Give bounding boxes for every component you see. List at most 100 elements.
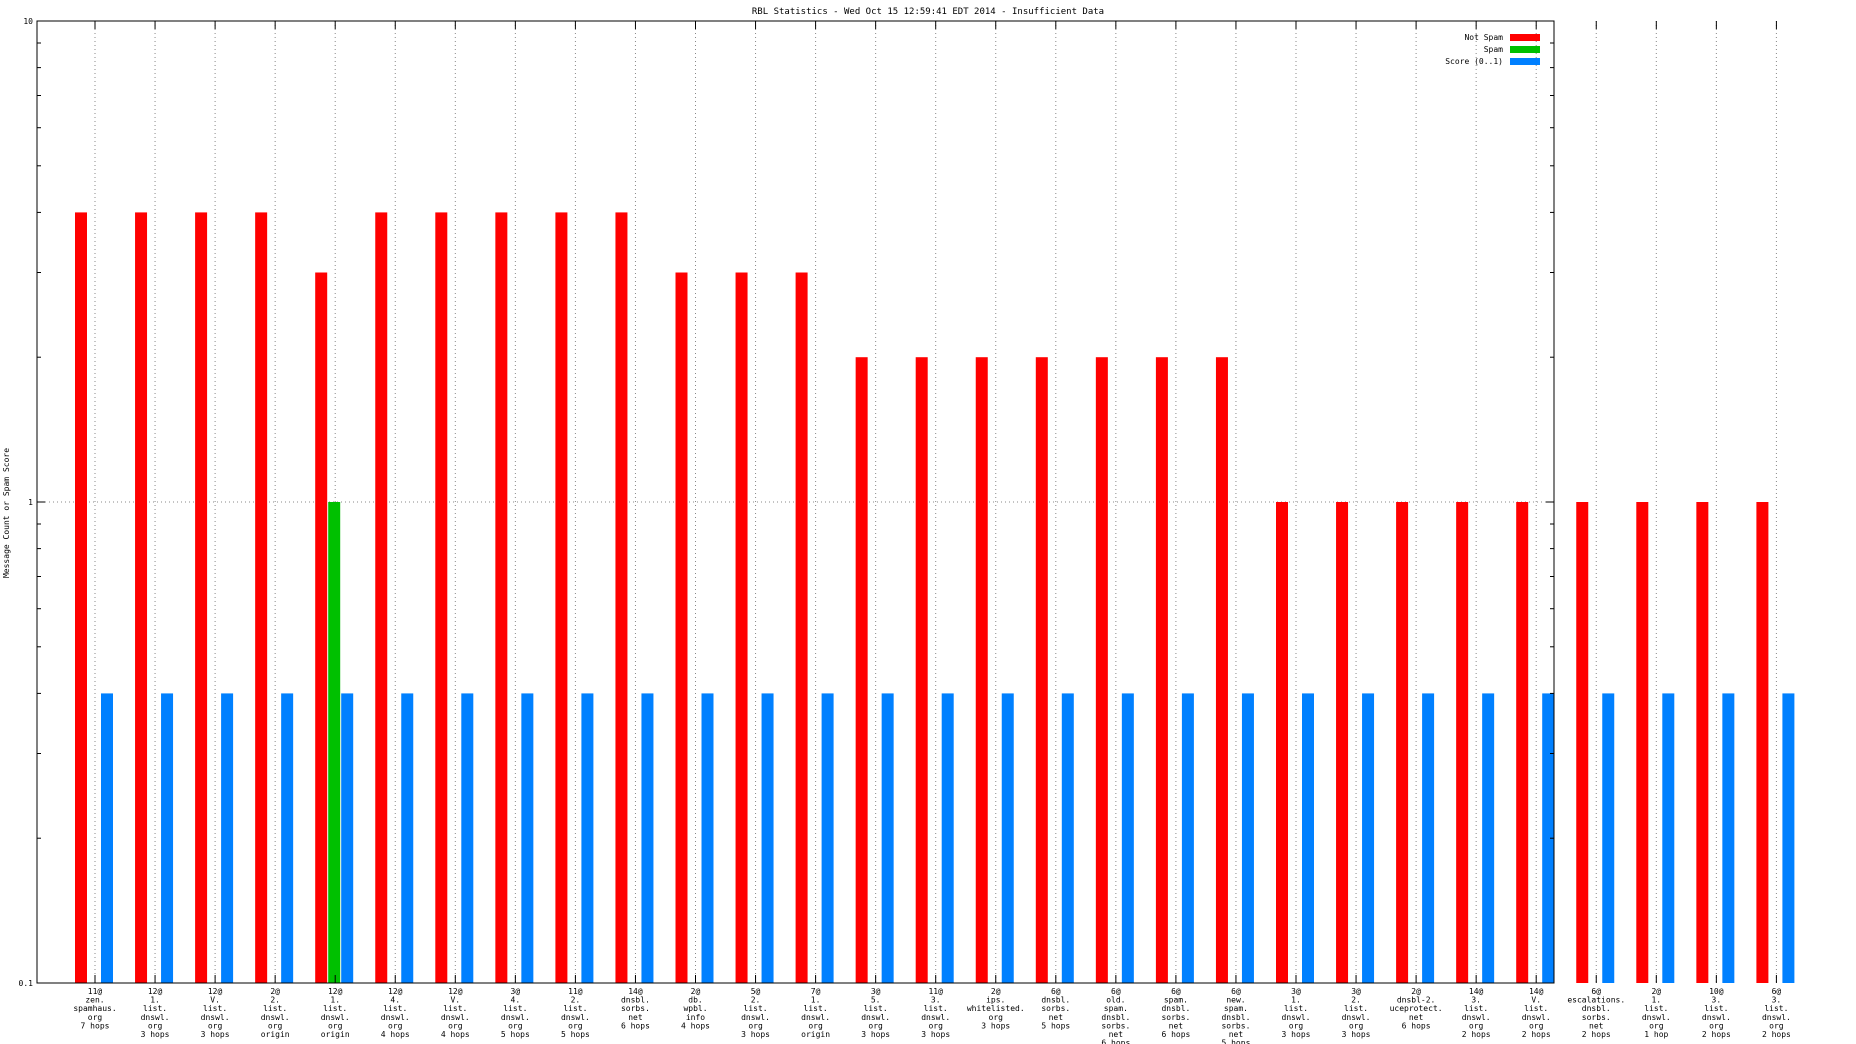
- x-tick-label-line: 3 hops: [1342, 1030, 1371, 1039]
- x-tick-label-line: 3@: [1291, 987, 1301, 996]
- x-tick-label-line: V.: [210, 996, 220, 1005]
- x-tick-label-line: sorbs.: [1161, 1013, 1190, 1022]
- x-tick-label-line: net: [628, 1013, 643, 1022]
- x-tick-label-line: 3@: [1351, 987, 1361, 996]
- x-tick-label-line: net: [1169, 1021, 1184, 1030]
- bar-not-spam: [1336, 502, 1349, 983]
- x-tick-label-line: org: [808, 1021, 823, 1030]
- x-tick-label-line: list.: [744, 1004, 768, 1013]
- x-tick-label-line: 10@: [1709, 987, 1724, 996]
- x-tick-label-line: 6 hops: [1101, 1039, 1130, 1044]
- bar-not-spam: [735, 272, 748, 984]
- x-tick-label: 12@ 4. list. dnswl. org 4 hops: [381, 987, 410, 1039]
- x-tick-label-line: uceprotect.: [1390, 1004, 1443, 1013]
- x-tick-label: 6@ new. spam. dnsbl. sorbs. net 5 hops: [1221, 987, 1250, 1044]
- x-tick-label: 12@ V. list. dnswl. org 3 hops: [201, 987, 230, 1039]
- x-tick-label-line: 2 hops: [1462, 1030, 1491, 1039]
- x-tick-label-line: 12@: [448, 987, 463, 996]
- bar-not-spam: [675, 272, 688, 984]
- x-tick-label-line: org: [328, 1021, 343, 1030]
- x-tick-label-line: dnswl.: [1522, 1013, 1551, 1022]
- x-tick-label-line: org: [568, 1021, 583, 1030]
- x-tick-label: 14@ 3. list. dnswl. org 2 hops: [1462, 987, 1491, 1039]
- legend-label: Spam: [1484, 45, 1503, 54]
- x-tick-label-line: dnswl.: [261, 1013, 290, 1022]
- x-tick-label: 11@ 3. list. dnswl. org 3 hops: [921, 987, 950, 1039]
- x-tick-label-line: org: [1769, 1021, 1784, 1030]
- x-tick-label-line: dnsbl.: [1221, 1013, 1250, 1022]
- bar-score-0-1: [1001, 693, 1014, 983]
- bar-score-0-1: [101, 693, 113, 983]
- x-tick-label-line: list.: [1764, 1004, 1788, 1013]
- x-tick-label-line: 12@: [148, 987, 163, 996]
- x-tick-label: 2@ 2. list. dnswl. org origin: [261, 987, 290, 1039]
- x-tick-label-line: org: [448, 1021, 463, 1030]
- x-tick-label-line: spam.: [1164, 996, 1188, 1005]
- x-tick-label-line: dnswl.: [1702, 1013, 1731, 1022]
- x-tick-label-line: dnsbl.: [1161, 1004, 1190, 1013]
- bar-not-spam: [975, 357, 988, 983]
- x-tick-label-line: 3@: [511, 987, 521, 996]
- x-tick-label-line: dnsbl-2.: [1397, 996, 1436, 1005]
- x-tick-label-line: 5 hops: [501, 1030, 530, 1039]
- x-tick-label-line: 3 hops: [201, 1030, 230, 1039]
- bar-score-0-1: [1722, 693, 1735, 983]
- x-tick-label-line: old.: [1106, 996, 1125, 1005]
- x-tick-label-line: 14@: [628, 987, 643, 996]
- x-tick-label-line: 12@: [208, 987, 223, 996]
- y-axis-label: Message Count or Spam Score: [2, 448, 11, 578]
- x-tick-label-line: new.: [1226, 996, 1245, 1005]
- x-tick-label-line: dnsbl.: [621, 996, 650, 1005]
- legend: Not Spam Spam Score (0..1): [1445, 33, 1540, 66]
- bar-score-0-1: [161, 693, 174, 983]
- x-tick-label-line: 6 hops: [1161, 1030, 1190, 1039]
- x-tick-label-line: 2@: [270, 987, 280, 996]
- x-tick-label-line: sorbs.: [621, 1004, 650, 1013]
- x-tick-label: 11@ zen. spamhaus. org 7 hops: [73, 987, 116, 1030]
- x-tick-label-line: dnsbl.: [1041, 996, 1070, 1005]
- x-tick-label-line: 3 hops: [921, 1030, 950, 1039]
- x-tick-label-line: 4 hops: [381, 1030, 410, 1039]
- bar-score-0-1: [461, 693, 474, 983]
- x-tick-label-line: list.: [143, 1004, 167, 1013]
- bar-score-0-1: [1542, 693, 1555, 983]
- x-tick-label: 11@ 2. list. dnswl. org 5 hops: [561, 987, 590, 1039]
- x-tick-label-line: list.: [383, 1004, 407, 1013]
- x-tick-label-line: 14@: [1469, 987, 1484, 996]
- bar-not-spam: [795, 272, 808, 984]
- x-tick-label-line: list.: [864, 1004, 888, 1013]
- x-tick-label-line: 5 hops: [1041, 1021, 1070, 1030]
- x-tick-label-line: 3@: [871, 987, 881, 996]
- x-tick-label-line: 6@: [1231, 987, 1241, 996]
- x-tick-label: 12@ V. list. dnswl. org 4 hops: [441, 987, 470, 1039]
- bar-score-0-1: [1662, 693, 1675, 983]
- x-tick-label: 10@ 3. list. dnswl. org 2 hops: [1702, 987, 1731, 1039]
- bar-score-0-1: [1362, 693, 1375, 983]
- x-tick-label-line: org: [748, 1021, 763, 1030]
- x-tick-label-line: 5 hops: [1221, 1039, 1250, 1044]
- x-tick-label-line: list.: [443, 1004, 467, 1013]
- x-tick-label-line: 7@: [811, 987, 821, 996]
- y-tick-label: 10: [23, 17, 33, 26]
- x-tick-label-line: 2@: [1651, 987, 1661, 996]
- x-tick-label-line: escalations.: [1567, 996, 1625, 1005]
- x-tick-label-line: list.: [503, 1004, 527, 1013]
- x-tick-label: 2@ dnsbl-2. uceprotect. net 6 hops: [1390, 987, 1443, 1030]
- x-tick-label-line: spamhaus.: [73, 1004, 116, 1013]
- x-tick-label-line: 3 hops: [141, 1030, 170, 1039]
- x-tick-label-line: 2.: [1351, 996, 1361, 1005]
- x-tick-label-line: list.: [924, 1004, 948, 1013]
- x-tick-label-line: 6@: [1591, 987, 1601, 996]
- y-tick-label: 0.1: [19, 979, 34, 988]
- x-tick-label-line: org: [88, 1013, 103, 1022]
- x-tick-label-line: 1.: [1291, 996, 1301, 1005]
- bar-not-spam: [255, 212, 268, 983]
- x-tick-label-line: dnswl.: [381, 1013, 410, 1022]
- x-tick-label-line: list.: [1344, 1004, 1368, 1013]
- bar-spam: [328, 502, 341, 983]
- x-tick-label-line: dnswl.: [741, 1013, 770, 1022]
- x-tick-label-line: 4 hops: [681, 1021, 710, 1030]
- x-tick-label-line: org: [1709, 1021, 1724, 1030]
- x-tick-label-line: dnsbl.: [1101, 1013, 1130, 1022]
- bar-score-0-1: [581, 693, 594, 983]
